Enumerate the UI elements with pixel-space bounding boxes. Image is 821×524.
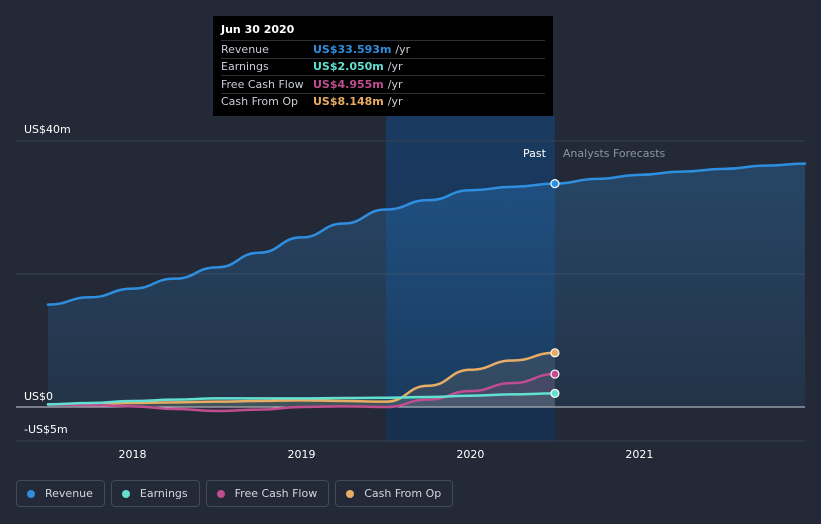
tooltip: Jun 30 2020 Revenue US$33.593m /yr Earni… — [213, 16, 553, 116]
legend-item-free-cash-flow[interactable]: Free Cash Flow — [205, 480, 330, 507]
revenue-dot-icon — [27, 489, 35, 498]
legend-item-revenue[interactable]: Revenue — [16, 480, 105, 507]
series-area-2 — [48, 374, 555, 411]
forecast-label: Analysts Forecasts — [563, 147, 666, 160]
tooltip-date: Jun 30 2020 — [221, 23, 295, 36]
x-tick-label: 2018 — [118, 448, 146, 461]
y-tick-label: US$0 — [24, 390, 53, 403]
x-tick-label: 2021 — [625, 448, 653, 461]
legend: Revenue Earnings Free Cash Flow Cash Fro… — [16, 480, 454, 509]
tooltip-row-free-cash-flow: Free Cash Flow US$4.955m /yr — [221, 75, 545, 93]
cash-from-op-marker — [550, 348, 560, 358]
cash-from-op-dot-icon — [346, 489, 355, 498]
free-cash-flow-marker — [550, 369, 560, 379]
tooltip-row-revenue: Revenue US$33.593m /yr — [221, 40, 545, 58]
legend-item-cash-from-op[interactable]: Cash From Op — [335, 480, 454, 507]
earnings-line — [46, 392, 557, 406]
revenue-marker — [550, 179, 560, 189]
revenue-forecast-line — [553, 162, 807, 185]
free-cash-flow-dot-icon — [216, 489, 225, 498]
tooltip-value: US$33.593m — [313, 42, 392, 56]
legend-label: Cash From Op — [364, 487, 442, 500]
tooltip-label: Earnings — [221, 60, 269, 74]
y-tick-label: US$40m — [24, 123, 71, 136]
earnings-marker — [550, 388, 560, 398]
free-cash-flow-line — [46, 372, 557, 413]
tooltip-unit: /yr — [387, 77, 403, 91]
tooltip-value: US$4.955m — [313, 77, 384, 91]
tooltip-row-earnings: Earnings US$2.050m /yr — [221, 57, 545, 76]
legend-label: Earnings — [139, 487, 188, 500]
tooltip-label: Cash From Op — [221, 95, 299, 109]
tooltip-unit: /yr — [387, 60, 403, 74]
tooltip-unit: /yr — [387, 95, 403, 109]
tooltip-unit: /yr — [395, 42, 411, 56]
tooltip-value: US$2.050m — [313, 60, 384, 74]
past-label: Past — [523, 147, 547, 160]
x-tick-label: 2020 — [456, 448, 484, 461]
cash-from-op-line — [46, 351, 557, 406]
legend-item-earnings[interactable]: Earnings — [110, 480, 200, 507]
tooltip-row-cash-from-op: Cash From Op US$8.148m /yr — [221, 92, 545, 111]
legend-label: Free Cash Flow — [234, 487, 318, 500]
y-tick-label: -US$5m — [24, 423, 68, 436]
series-area-3 — [48, 352, 555, 407]
tooltip-value: US$8.148m — [313, 95, 384, 109]
earnings-dot-icon — [121, 489, 130, 498]
tooltip-label: Revenue — [221, 42, 269, 56]
tooltip-label: Free Cash Flow — [221, 77, 304, 91]
x-tick-label: 2019 — [287, 448, 315, 461]
revenue-area — [48, 163, 805, 407]
revenue-line — [46, 182, 557, 306]
legend-label: Revenue — [45, 487, 93, 500]
